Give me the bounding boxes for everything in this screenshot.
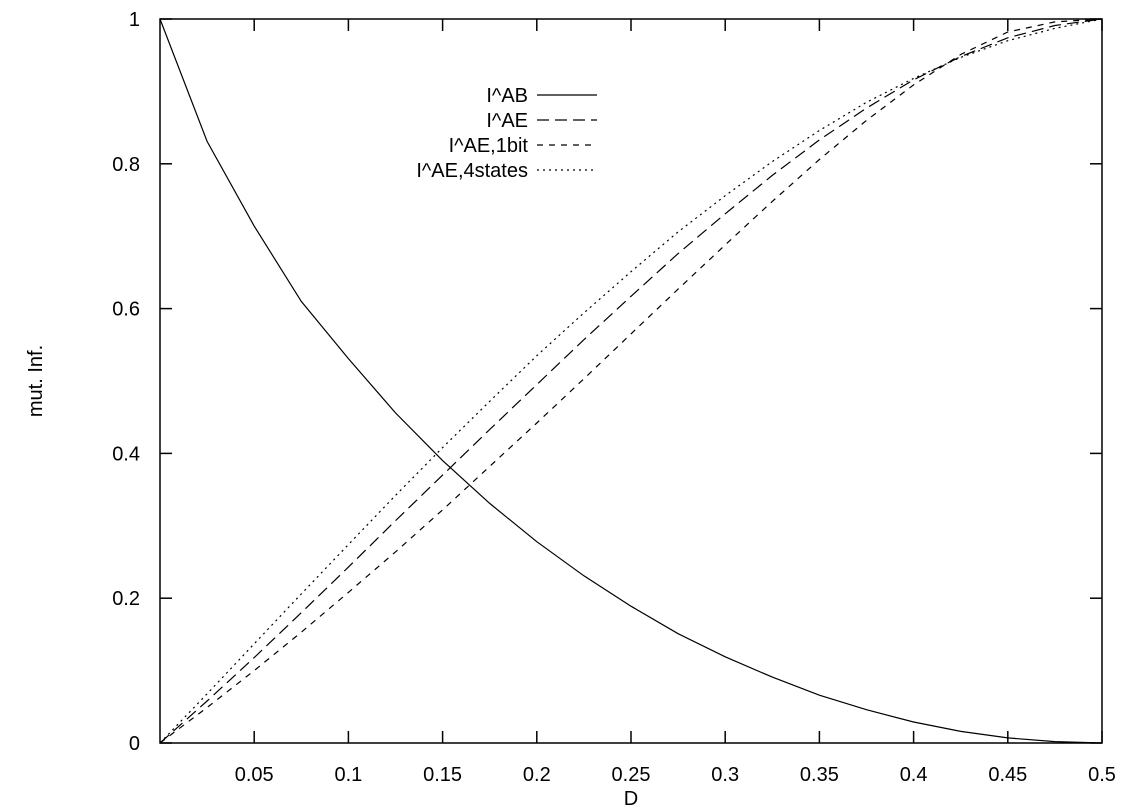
x-tick-label: 0.05 bbox=[235, 764, 274, 786]
x-tick-label: 0.25 bbox=[612, 764, 651, 786]
x-tick-label: 0.5 bbox=[1088, 764, 1116, 786]
y-tick-label: 0.6 bbox=[112, 299, 140, 321]
x-tick-label: 0.4 bbox=[900, 764, 928, 786]
legend-label: I^AE,1bit bbox=[449, 135, 529, 157]
series-line bbox=[159, 18, 1103, 744]
series-line bbox=[159, 18, 1103, 744]
y-tick-label: 0 bbox=[129, 733, 140, 755]
x-axis-label: D bbox=[624, 788, 638, 809]
legend-label: I^AE bbox=[486, 110, 528, 132]
x-tick-label: 0.15 bbox=[423, 764, 462, 786]
legend-label: I^AE,4states bbox=[416, 160, 528, 182]
y-tick-label: 0.2 bbox=[112, 588, 140, 610]
y-tick-label: 0.4 bbox=[112, 443, 140, 465]
x-tick-label: 0.2 bbox=[523, 764, 551, 786]
series-lines bbox=[159, 18, 1103, 744]
x-tick-label: 0.35 bbox=[800, 764, 839, 786]
y-axis-label: mut. Inf. bbox=[25, 345, 47, 417]
x-tick-label: 0.1 bbox=[334, 764, 362, 786]
x-axis-ticks: 0.05 0.1 0.15 0.2 0.25 0.3 0.35 0.4 0.45 0.5 bbox=[235, 19, 1116, 786]
legend-label: I^AB bbox=[486, 85, 528, 107]
series-line bbox=[159, 18, 1103, 744]
series-line bbox=[159, 18, 1103, 744]
y-tick-label: 1 bbox=[129, 9, 140, 31]
y-axis-ticks: 0 0.2 0.4 0.6 0.8 1 bbox=[112, 9, 1102, 755]
legend: I^AB I^AE I^AE,1bit I^AE,4states bbox=[416, 85, 597, 182]
x-tick-label: 0.45 bbox=[988, 764, 1027, 786]
x-tick-label: 0.3 bbox=[711, 764, 739, 786]
plot-frame bbox=[159, 18, 1103, 744]
y-tick-label: 0.8 bbox=[112, 154, 140, 176]
